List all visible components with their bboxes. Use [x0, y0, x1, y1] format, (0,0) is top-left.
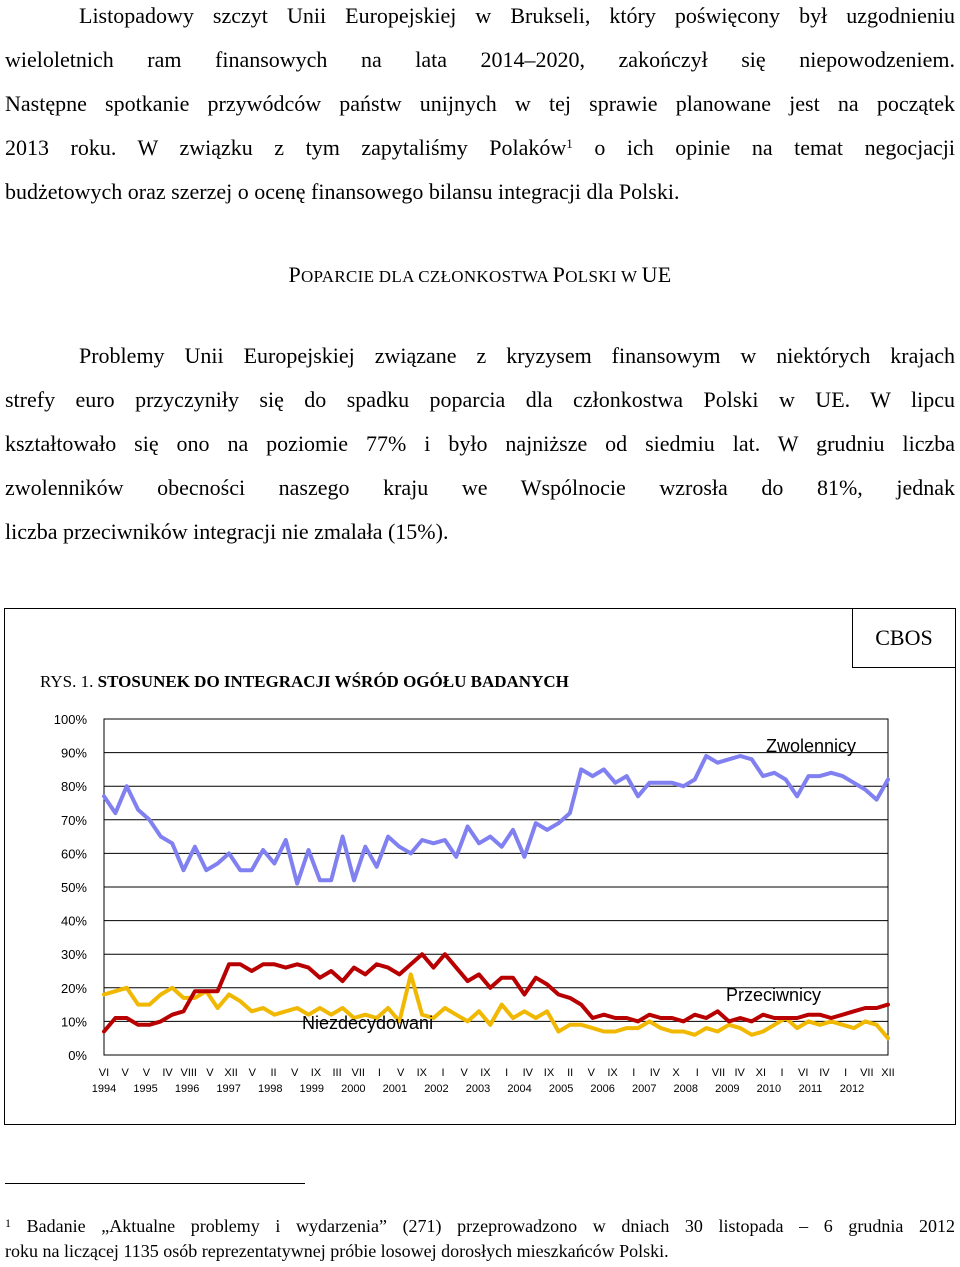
footnote: 1 Badanie „Aktualne problemy i wydarzeni…	[5, 1214, 955, 1264]
body-line-3: kształtowało się ono na poziomie 77% i b…	[5, 431, 955, 456]
heading-part: OLSKI W	[565, 267, 642, 286]
body-line-1: Problemy Unii Europejskiej związane z kr…	[79, 343, 955, 368]
body-line-4: zwolenników obecności naszego kraju we W…	[5, 475, 955, 500]
intro-line-2: wieloletnich ram finansowych na lata 201…	[5, 47, 955, 72]
heading-part: P	[288, 262, 301, 287]
chart-frame	[4, 608, 956, 1125]
body-line-2: strefy euro przyczyniły się do spadku po…	[5, 387, 955, 412]
section-heading: POPARCIE DLA CZŁONKOSTWA POLSKI W UE	[0, 262, 960, 288]
intro-line-4-text-b: o ich opinie na temat negocjacji	[572, 135, 955, 160]
heading-part: UE	[641, 262, 672, 287]
intro-line-3: Następne spotkanie przywódców państw uni…	[5, 91, 955, 116]
chart-caption: RYS. 1. STOSUNEK DO INTEGRACJI WŚRÓD OGÓ…	[40, 672, 569, 692]
source-label: CBOS	[852, 608, 956, 668]
intro-paragraph: Listopadowy szczyt Unii Europejskiej w B…	[5, 0, 955, 214]
heading-part: P	[552, 262, 566, 287]
intro-line-4-text-a: 2013 roku. W związku z tym zapytaliśmy P…	[5, 135, 567, 160]
footnote-line-1-text: Badanie „Aktualne problemy i wydarzenia”…	[11, 1216, 955, 1236]
chart-caption-title: STOSUNEK DO INTEGRACJI WŚRÓD OGÓŁU BADAN…	[97, 672, 569, 691]
footnote-line-1: 1 Badanie „Aktualne problemy i wydarzeni…	[5, 1214, 955, 1239]
chart-caption-prefix: RYS. 1.	[40, 672, 98, 691]
footnote-number: 1	[5, 1216, 11, 1230]
intro-line-5: budżetowych oraz szerzej o ocenę finanso…	[5, 179, 680, 204]
body-line-5: liczba przeciwników integracji nie zmala…	[5, 519, 449, 544]
footnote-line-2: roku na liczącej 1135 osób reprezentatyw…	[5, 1241, 669, 1261]
intro-line-1: Listopadowy szczyt Unii Europejskiej w B…	[79, 3, 955, 28]
intro-line-4: 2013 roku. W związku z tym zapytaliśmy P…	[5, 126, 955, 170]
footnote-divider	[5, 1183, 305, 1184]
footnote-ref-link[interactable]: 1	[566, 136, 573, 151]
heading-part: OPARCIE DLA CZŁONKOSTWA	[300, 267, 553, 286]
body-paragraph: Problemy Unii Europejskiej związane z kr…	[5, 334, 955, 554]
